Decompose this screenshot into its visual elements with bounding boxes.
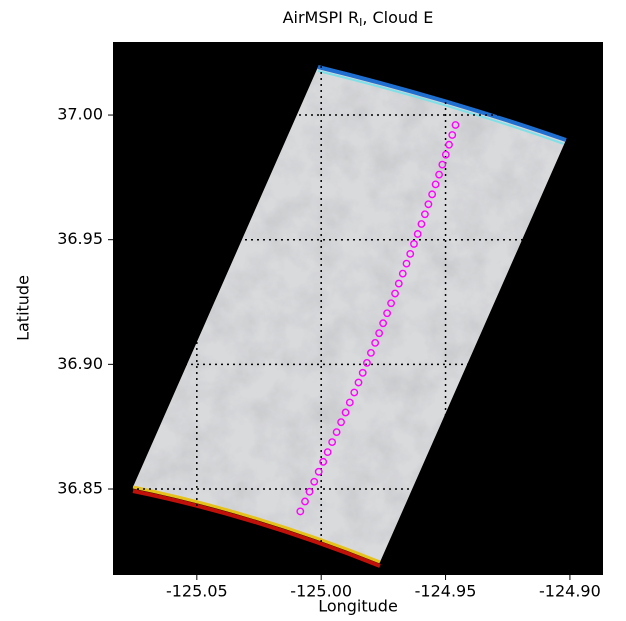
x-tick-label: -124.90 <box>539 582 601 601</box>
y-axis-label: Latitude <box>14 275 33 341</box>
scatter-point <box>431 180 440 189</box>
scatter-point <box>451 121 460 129</box>
swath-edge-bottom <box>132 489 381 568</box>
x-axis-label: Longitude <box>318 597 398 616</box>
scatter-point <box>428 190 437 199</box>
scatter-point <box>410 240 418 248</box>
scatter-point <box>383 309 392 318</box>
swath-image <box>132 65 567 568</box>
scatter-point <box>421 210 429 219</box>
scatter-point <box>406 250 415 258</box>
cloud-texture <box>133 67 566 562</box>
scatter-point <box>345 398 354 407</box>
scatter-point <box>424 200 433 209</box>
chart-title: AirMSPI RI, Cloud E <box>283 8 434 30</box>
title-main: AirMSPI R <box>283 8 360 27</box>
title-subscript: I <box>359 16 362 29</box>
scatter-point <box>310 477 319 486</box>
scatter-point <box>398 269 407 278</box>
x-tick-label: -124.95 <box>415 582 477 601</box>
scatter-point <box>350 388 359 397</box>
y-tick-label: 36.95 <box>57 229 103 248</box>
scatter-point <box>319 457 328 466</box>
scatter-point <box>441 150 450 159</box>
scatter-point <box>332 428 341 437</box>
x-tick-label: -125.00 <box>290 582 352 601</box>
scatter-point <box>314 467 323 476</box>
scatter-point <box>402 259 411 268</box>
y-tick-label: 37.00 <box>57 105 103 124</box>
scatter-point <box>375 329 384 338</box>
swath-edge-top <box>317 65 567 142</box>
scatter-point <box>371 339 380 347</box>
scatter-point <box>379 319 388 328</box>
scatter-point <box>438 160 447 169</box>
scatter-point <box>448 131 457 139</box>
scatter-point <box>358 368 367 377</box>
scatter-point <box>354 378 363 387</box>
title-rest: , Cloud E <box>362 8 433 27</box>
scatter-point <box>296 507 305 516</box>
scatter-point <box>435 170 443 179</box>
scatter-point <box>394 279 403 288</box>
scatter-point <box>367 348 375 357</box>
scatter-point <box>328 438 337 447</box>
swath-edge-bottom-inner <box>132 485 381 564</box>
y-tick-label: 36.85 <box>57 478 103 497</box>
scatter-point <box>413 230 422 238</box>
scatter-point <box>301 497 309 506</box>
scatter-point <box>305 487 314 496</box>
scatter-point <box>391 289 399 298</box>
scatter-point <box>387 299 395 308</box>
scatter-point <box>323 448 332 456</box>
scatter-point <box>363 358 371 367</box>
scatter-point <box>341 408 350 417</box>
swath-edge-top-inner <box>317 70 565 145</box>
scatter-point <box>337 418 345 427</box>
scatter-point <box>445 140 453 149</box>
plot-layer: -125.05 -125.00 -124.95 -124.90 36.85 36.90 36… <box>57 42 603 601</box>
scatter-point <box>417 220 426 228</box>
x-tick-label: -125.05 <box>166 582 228 601</box>
y-tick-label: 36.90 <box>57 354 103 373</box>
